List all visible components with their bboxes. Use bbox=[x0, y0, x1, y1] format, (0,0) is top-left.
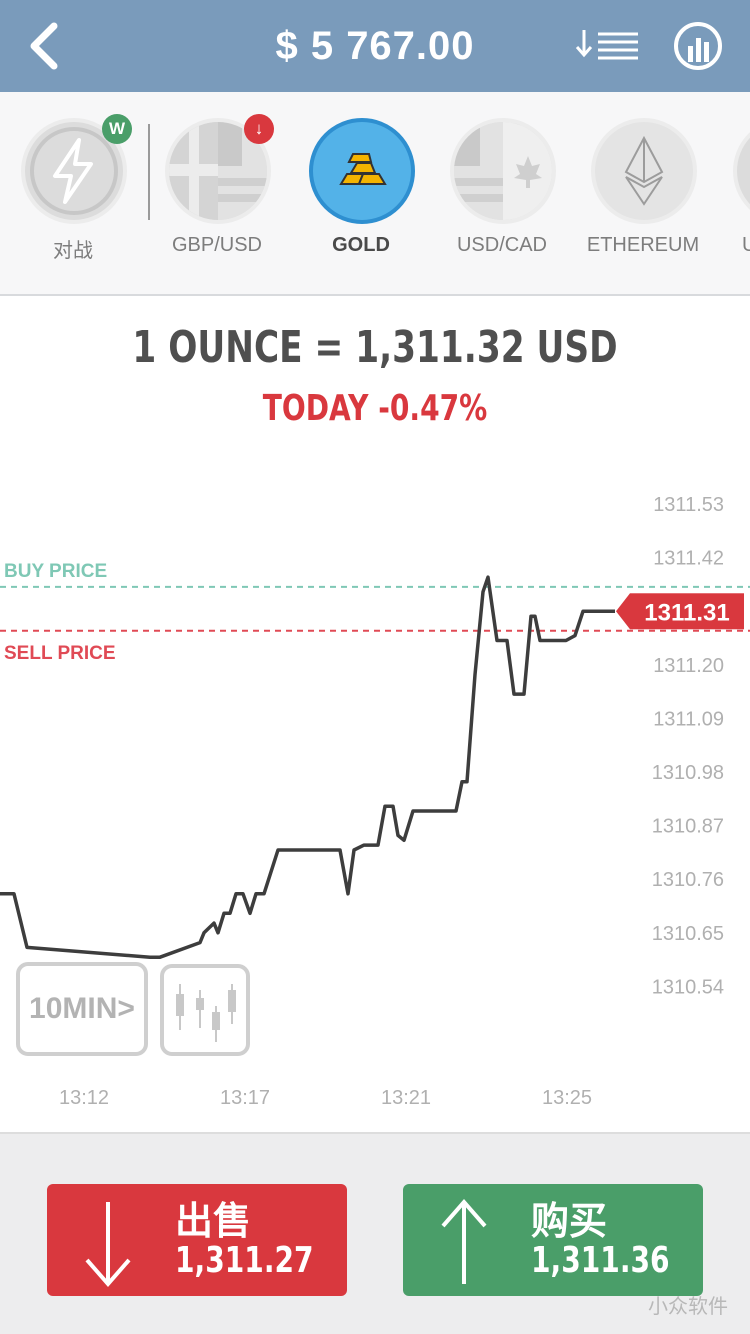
y-tick-label: 1310.76 bbox=[652, 869, 724, 891]
timeframe-button[interactable]: 10MIN> bbox=[16, 962, 148, 1056]
asset-selector: W 对战 ↓ GBP/USD GOLD bbox=[0, 92, 750, 296]
sort-button[interactable] bbox=[572, 22, 642, 72]
stats-chart-icon bbox=[674, 22, 722, 70]
x-tick-label: 13:21 bbox=[381, 1087, 431, 1109]
asset-label-gold: GOLD bbox=[332, 234, 390, 256]
y-tick-label: 1310.87 bbox=[652, 816, 724, 838]
asset-label-ethereum: ETHEREUM bbox=[586, 234, 700, 256]
sort-list-icon bbox=[575, 30, 638, 60]
candlestick-icon bbox=[176, 984, 236, 1042]
us-canada-flag-icon bbox=[450, 118, 556, 224]
up-arrow-icon bbox=[441, 1198, 487, 1284]
sell-price-label: SELL PRICE bbox=[4, 643, 116, 664]
down-arrow-icon bbox=[85, 1202, 131, 1288]
asset-label-battle: 对战 bbox=[53, 240, 93, 262]
today-change: TODAY -0.47% bbox=[262, 388, 488, 429]
y-tick-label: 1310.54 bbox=[652, 976, 724, 998]
top-bar: $ 5 767.00 bbox=[0, 0, 750, 92]
y-tick-label: 1311.53 bbox=[653, 494, 724, 516]
asset-label-gbp-usd: GBP/USD bbox=[171, 234, 263, 256]
x-tick-label: 13:25 bbox=[542, 1087, 592, 1109]
account-balance: $ 5 767.00 bbox=[275, 24, 475, 68]
current-price-tag: 1311.31 bbox=[616, 593, 744, 630]
y-tick-label: 1310.98 bbox=[652, 762, 724, 784]
buy-label: 购买 bbox=[531, 1199, 608, 1243]
back-button[interactable] bbox=[22, 18, 72, 74]
partial-asset-icon bbox=[733, 118, 750, 224]
y-tick-label: 1311.20 bbox=[653, 655, 724, 677]
watermark: 小众软件 bbox=[648, 1296, 728, 1318]
stats-button[interactable] bbox=[672, 20, 724, 72]
uk-us-flag-icon bbox=[165, 118, 271, 224]
asset-divider bbox=[148, 124, 150, 220]
buy-button[interactable]: 购买 1,311.36 bbox=[403, 1184, 703, 1296]
buy-price-label: BUY PRICE bbox=[4, 561, 107, 582]
down-arrow-badge: ↓ bbox=[244, 114, 274, 144]
y-tick-label: 1311.09 bbox=[653, 708, 724, 730]
asset-label-partial: U bbox=[742, 234, 750, 257]
ounce-price: 1 OUNCE = 1,311.32 USD bbox=[132, 322, 618, 373]
asset-battle[interactable]: W 对战 bbox=[8, 114, 138, 268]
asset-gold[interactable]: GOLD bbox=[296, 118, 426, 268]
y-tick-label: 1310.65 bbox=[652, 923, 724, 945]
current-price-text: 1311.31 bbox=[644, 599, 729, 626]
x-tick-label: 13:17 bbox=[220, 1087, 270, 1109]
price-chart[interactable]: 1311.53 1311.42 1311.31 1311.20 1311.09 1310.… bbox=[0, 470, 750, 1130]
price-series-line bbox=[0, 575, 615, 959]
asset-gbp-usd[interactable]: ↓ GBP/USD bbox=[152, 114, 282, 268]
sell-button[interactable]: 出售 1,311.27 bbox=[47, 1184, 347, 1296]
buy-price: 1,311.36 bbox=[531, 1240, 670, 1281]
asset-ethereum[interactable]: ETHEREUM bbox=[578, 118, 708, 268]
gold-bars-icon bbox=[309, 118, 415, 224]
ethereum-icon bbox=[591, 118, 697, 224]
x-tick-label: 13:12 bbox=[59, 1087, 109, 1109]
sell-label: 出售 bbox=[175, 1199, 252, 1243]
asset-usd-cad[interactable]: USD/CAD bbox=[437, 118, 567, 268]
asset-label-usd-cad: USD/CAD bbox=[456, 234, 547, 256]
sell-price: 1,311.27 bbox=[175, 1240, 314, 1281]
asset-partial[interactable]: U bbox=[720, 118, 750, 268]
candlestick-button[interactable] bbox=[160, 964, 250, 1056]
back-arrow-icon bbox=[30, 22, 58, 70]
trade-panel: 出售 1,311.27 购买 1,311.36 bbox=[0, 1132, 750, 1334]
y-tick-label: 1311.42 bbox=[653, 548, 724, 570]
win-badge: W bbox=[102, 114, 132, 144]
